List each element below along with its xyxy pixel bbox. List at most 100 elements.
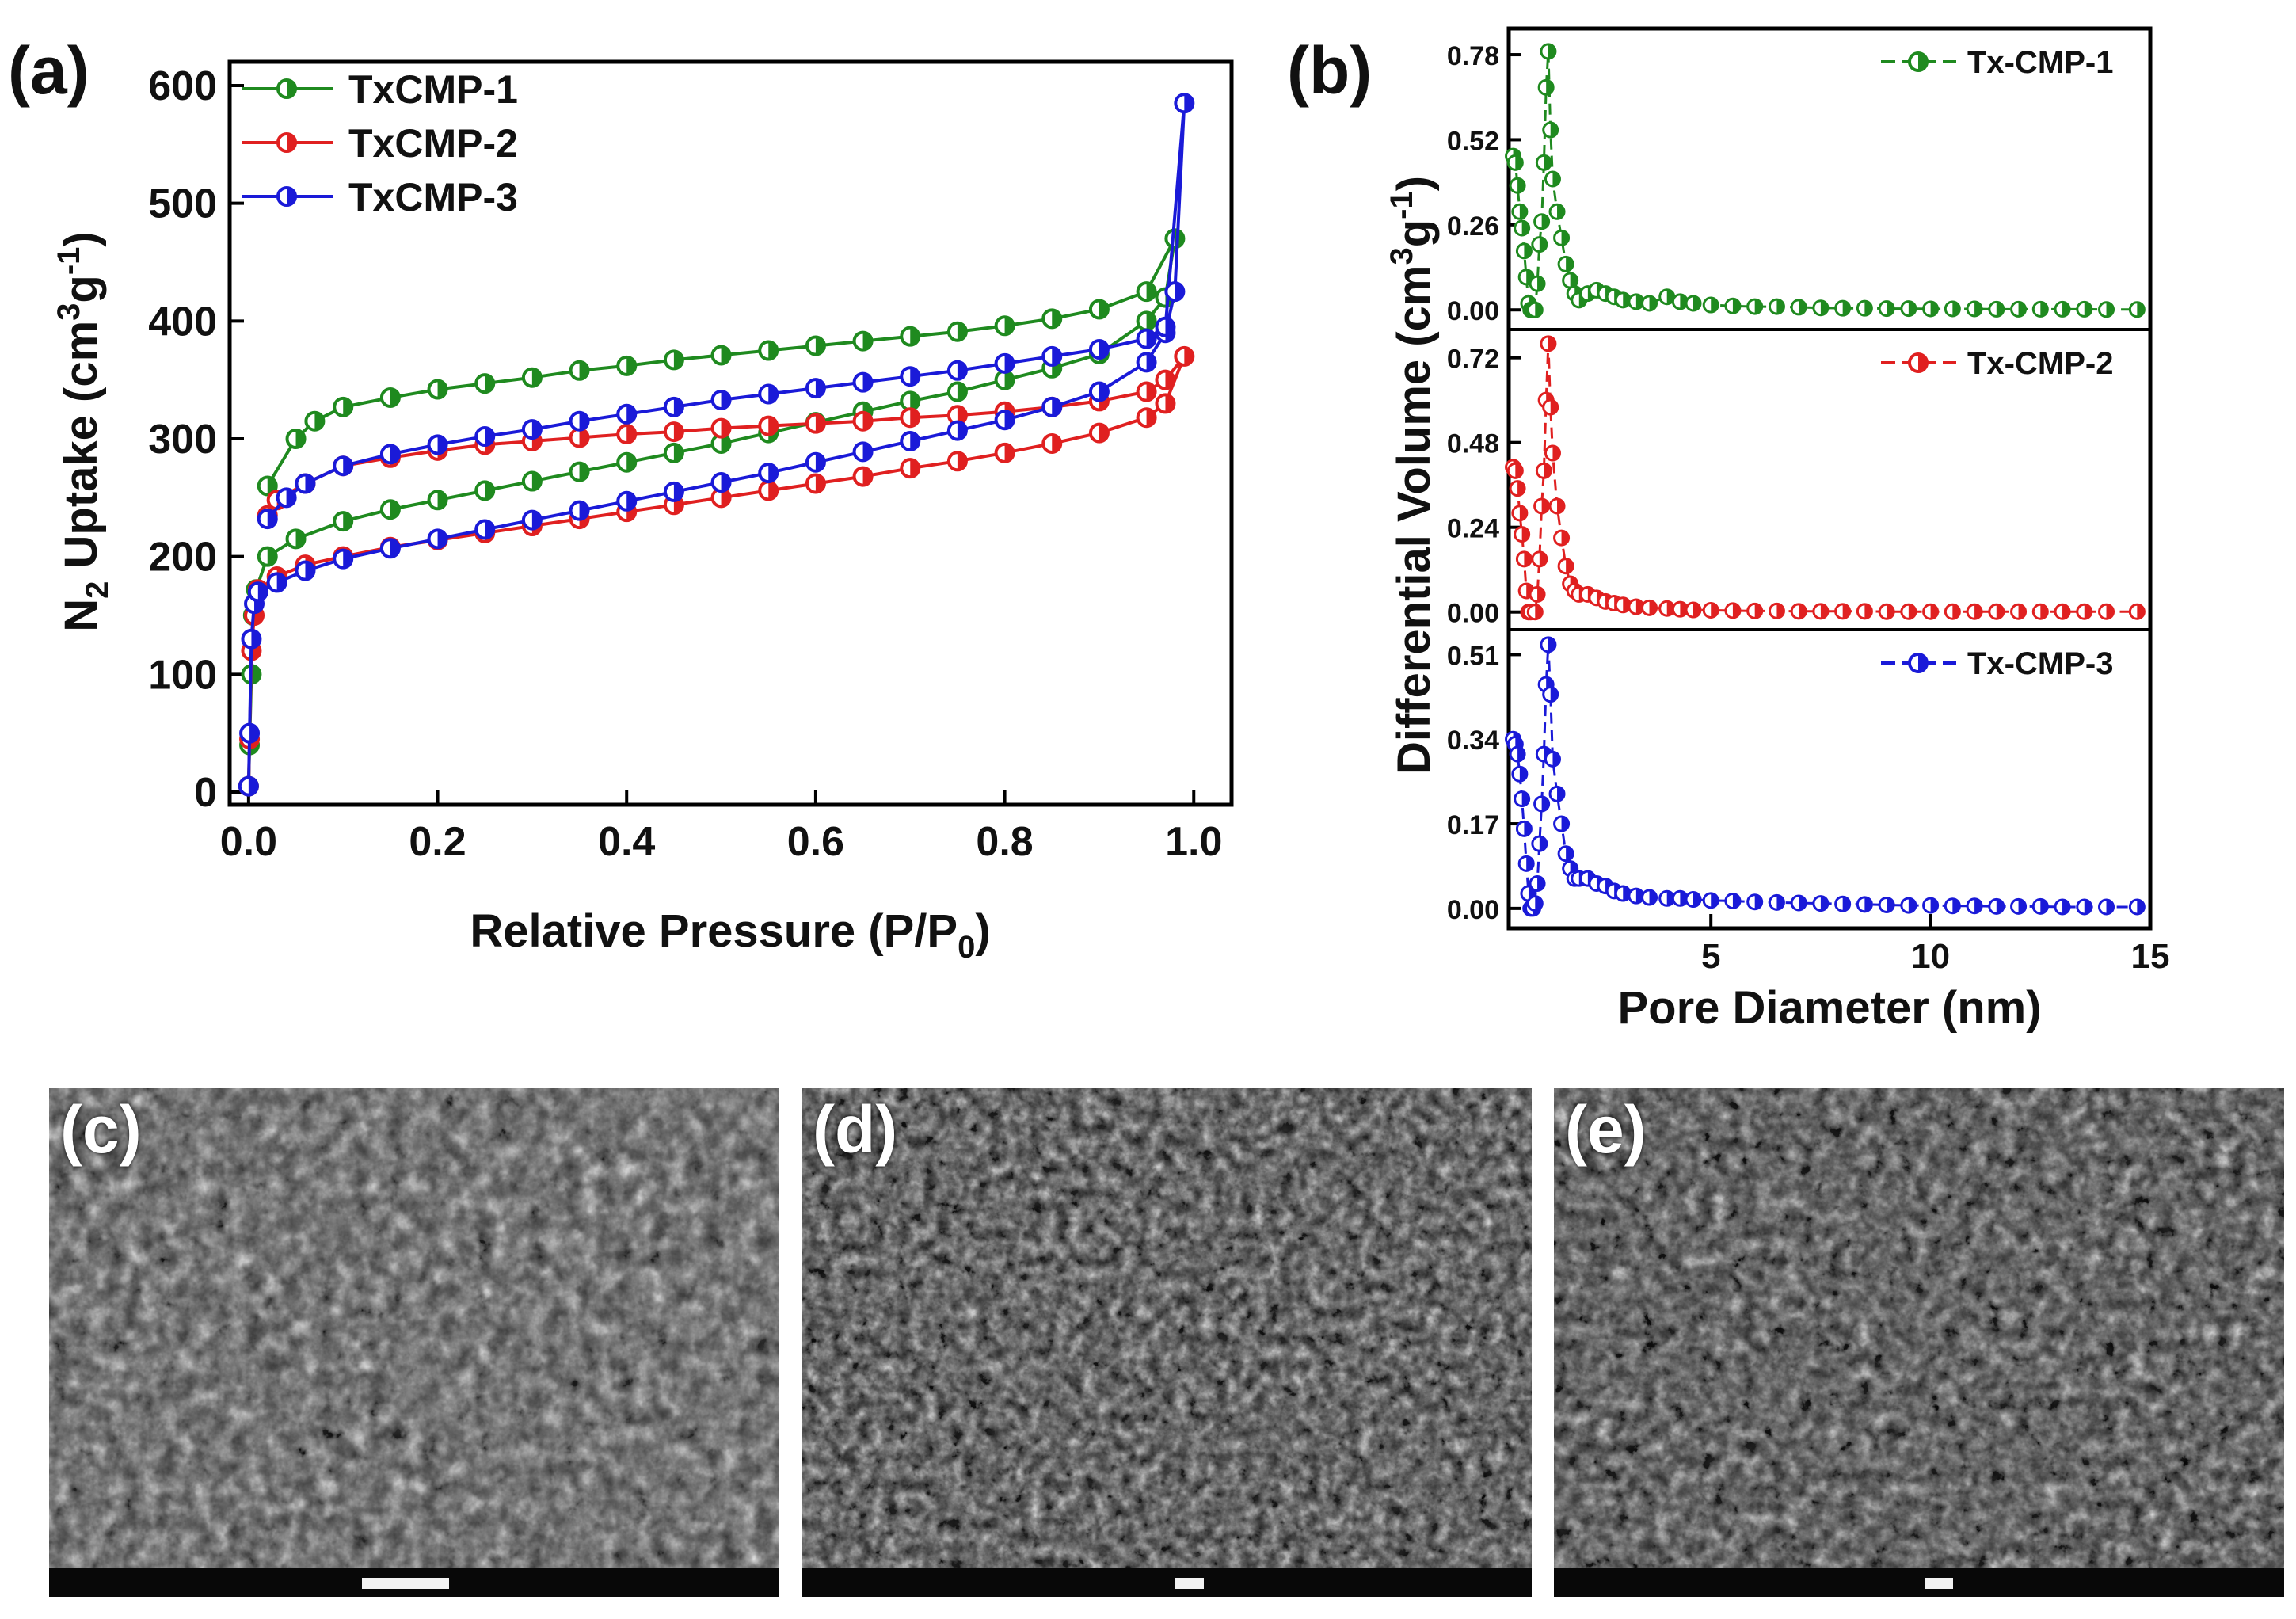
legend-label: Tx-CMP-2 bbox=[1967, 346, 2113, 381]
data-point-fill bbox=[1146, 312, 1156, 330]
data-point-fill bbox=[343, 550, 352, 568]
data-point-fill bbox=[1099, 341, 1108, 359]
data-point-fill bbox=[1711, 893, 1719, 908]
data-point-fill bbox=[1974, 898, 1982, 913]
data-point-fill bbox=[1524, 821, 1532, 836]
data-point-fill bbox=[485, 520, 494, 539]
data-point-fill bbox=[1550, 123, 1558, 138]
data-point-fill bbox=[2062, 604, 2070, 619]
data-point-fill bbox=[2062, 302, 2070, 317]
data-point-fill bbox=[579, 361, 588, 379]
data-point-fill bbox=[1974, 604, 1982, 619]
data-point-fill bbox=[1666, 601, 1674, 616]
data-point-fill bbox=[1544, 463, 1552, 478]
data-point-fill bbox=[1754, 894, 1762, 909]
data-point-fill bbox=[579, 501, 588, 520]
data-point-fill bbox=[1776, 299, 1784, 314]
legend: TxCMP-1 TxCMP-2 TxCMP-3 bbox=[242, 67, 518, 219]
y-tick-label: 600 bbox=[148, 63, 217, 109]
data-point-fill bbox=[579, 429, 588, 447]
data-point-fill bbox=[721, 390, 730, 409]
data-point-fill bbox=[305, 562, 314, 580]
x-tick-label: 1.0 bbox=[1165, 819, 1222, 865]
data-point-fill bbox=[437, 530, 447, 548]
data-point-fill bbox=[1693, 295, 1701, 310]
data-point-fill bbox=[343, 512, 352, 531]
legend-marker-fill bbox=[287, 188, 295, 205]
data-point-fill bbox=[1996, 899, 2004, 914]
data-point-fill bbox=[1693, 603, 1701, 618]
sem-panel-e: (e) bbox=[1554, 1088, 2284, 1597]
data-point-fill bbox=[1539, 551, 1547, 566]
data-point-fill bbox=[1550, 687, 1558, 702]
panel-label-d: (d) bbox=[813, 1092, 898, 1167]
data-point-fill bbox=[1799, 299, 1807, 314]
data-point-fill bbox=[768, 385, 778, 403]
data-point-fill bbox=[1175, 283, 1184, 301]
data-point-fill bbox=[1537, 876, 1545, 891]
data-point-fill bbox=[531, 368, 541, 387]
data-point-fill bbox=[1566, 558, 1574, 573]
data-point-fill bbox=[957, 406, 966, 425]
isotherm-chart: 0.0 0.2 0.4 0.6 0.8 1.0 0 100 200 300 400 500 600 Tx… bbox=[51, 59, 1234, 965]
data-point-fill bbox=[1052, 398, 1061, 416]
data-point-fill bbox=[1887, 897, 1894, 912]
data-point-fill bbox=[251, 630, 261, 648]
data-point-fill bbox=[267, 510, 276, 528]
data-point-fill bbox=[862, 332, 872, 350]
x-tick-label: 10 bbox=[1911, 937, 1950, 976]
legend-label: TxCMP-2 bbox=[348, 121, 518, 166]
data-point-fill bbox=[531, 421, 541, 439]
data-point-fill bbox=[1519, 505, 1527, 520]
data-point-fill bbox=[673, 482, 683, 501]
data-point-fill bbox=[390, 539, 399, 558]
data-point-fill bbox=[1952, 604, 1960, 619]
data-point-fill bbox=[1524, 243, 1532, 258]
data-point-fill bbox=[1526, 856, 1534, 871]
data-point-fill bbox=[1146, 409, 1156, 427]
panel-label-b: (b) bbox=[1287, 33, 1372, 108]
data-point-fill bbox=[1561, 531, 1569, 546]
data-point-fill bbox=[957, 361, 966, 379]
data-point-fill bbox=[1552, 172, 1560, 186]
data-point-fill bbox=[673, 444, 683, 462]
data-point-fill bbox=[957, 322, 966, 341]
data-point-fill bbox=[1099, 383, 1108, 401]
data-point-fill bbox=[295, 430, 305, 448]
y-tick-label: 300 bbox=[148, 417, 217, 463]
data-point-fill bbox=[1539, 237, 1547, 252]
data-point-fill bbox=[673, 398, 683, 416]
data-point-fill bbox=[1521, 527, 1529, 542]
legend-label: TxCMP-1 bbox=[348, 67, 518, 112]
data-point-fill bbox=[531, 511, 541, 529]
data-point-fill bbox=[1732, 603, 1740, 618]
data-point-fill bbox=[2040, 899, 2048, 914]
legend-label: Tx-CMP-1 bbox=[1967, 45, 2113, 80]
data-point-fill bbox=[2106, 604, 2114, 619]
data-point-fill bbox=[1521, 791, 1529, 806]
data-point-fill bbox=[579, 412, 588, 430]
data-point-fill bbox=[862, 412, 872, 430]
data-point-fill bbox=[910, 432, 920, 450]
data-point-fill bbox=[1711, 603, 1719, 618]
data-point-fill bbox=[1515, 463, 1523, 478]
sem-panel-d: (d) bbox=[802, 1088, 1532, 1597]
y-tick-label: 0 bbox=[194, 770, 217, 816]
panel-label-c: (c) bbox=[60, 1092, 142, 1167]
data-point-fill bbox=[1799, 604, 1807, 619]
data-point-fill bbox=[1649, 295, 1657, 310]
data-point-fill bbox=[343, 398, 352, 416]
x-tick-label: 0.4 bbox=[598, 819, 655, 865]
data-point-fill bbox=[1930, 604, 1938, 619]
data-point-fill bbox=[579, 463, 588, 481]
data-point-fill bbox=[1799, 895, 1807, 910]
data-point-fill bbox=[1519, 767, 1527, 782]
data-point-fill bbox=[1550, 400, 1558, 415]
data-point-fill bbox=[1952, 301, 1960, 316]
x-tick-label: 0.2 bbox=[409, 819, 466, 865]
data-point-fill bbox=[2040, 604, 2048, 619]
data-point-fill bbox=[2084, 604, 2092, 619]
data-point-fill bbox=[862, 443, 872, 461]
data-point-fill bbox=[1974, 301, 1982, 316]
data-point-fill bbox=[1711, 298, 1719, 313]
